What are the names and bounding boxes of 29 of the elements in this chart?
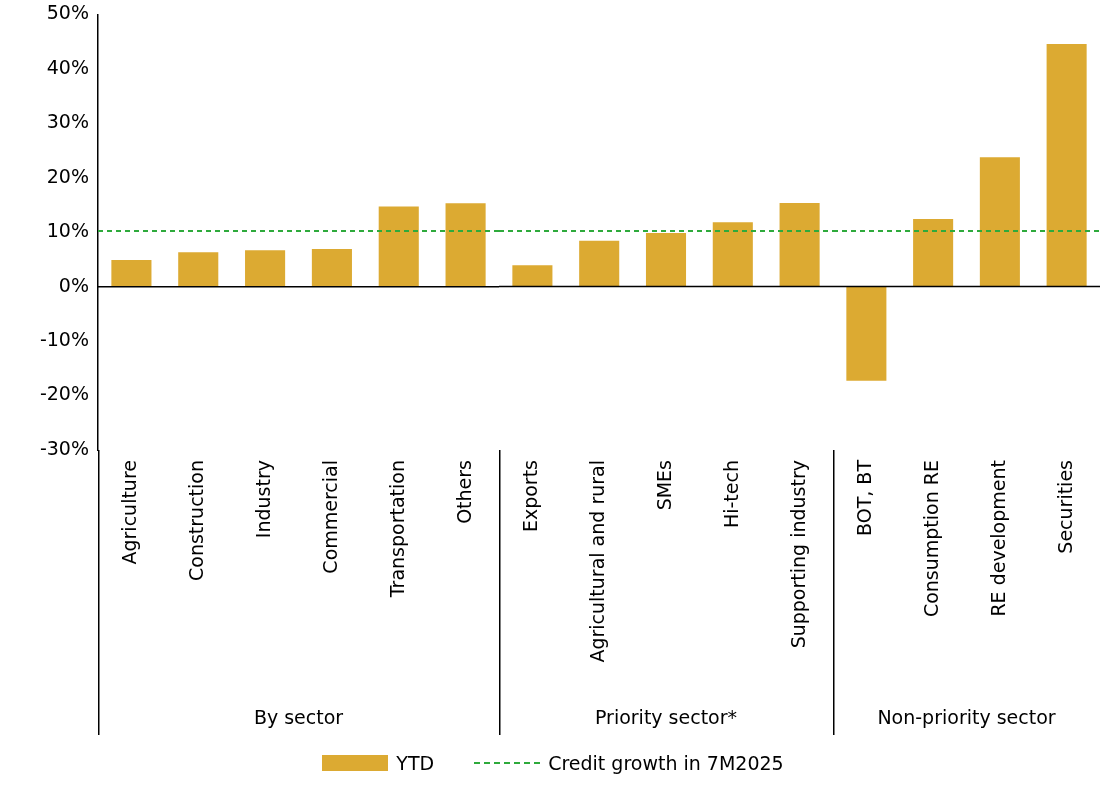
x-tick-label: Commercial bbox=[318, 460, 341, 574]
y-tick-label: 30% bbox=[46, 110, 89, 133]
x-tick-label: Others bbox=[452, 460, 475, 524]
x-tick-label: Exports bbox=[519, 460, 542, 533]
y-tick-label: 10% bbox=[46, 219, 89, 242]
y-tick-label: 50% bbox=[46, 1, 89, 24]
x-axis-title: Priority sector* bbox=[594, 705, 738, 728]
x-tick-label: Construction bbox=[185, 460, 208, 581]
x-tick-label: Hi-tech bbox=[719, 460, 742, 529]
y-tick-label: -30% bbox=[39, 436, 89, 459]
legend-label: YTD bbox=[396, 752, 435, 774]
legend-label: Credit growth in 7M2025 bbox=[548, 752, 784, 774]
x-tick-label: SMEs bbox=[652, 460, 675, 511]
x-tick-label: BOT, BT bbox=[853, 459, 876, 536]
x-tick-label: Agricultural and rural bbox=[586, 460, 609, 663]
y-tick-label: 20% bbox=[46, 164, 89, 187]
x-tick-label: Agriculture bbox=[118, 460, 141, 565]
x-tick-label: Securities bbox=[1053, 460, 1076, 554]
x-tick-label: RE development bbox=[986, 460, 1009, 617]
y-tick-label: 0% bbox=[58, 273, 89, 296]
x-axis-title: Non-priority sector bbox=[877, 705, 1056, 728]
x-tick-label: Consumption RE bbox=[920, 460, 943, 618]
x-tick-label: Industry bbox=[252, 460, 275, 539]
y-tick-label: 40% bbox=[46, 55, 89, 78]
x-axis-title: By sector bbox=[253, 705, 344, 728]
y-tick-label: -20% bbox=[39, 382, 89, 405]
y-tick-label: -10% bbox=[39, 328, 89, 351]
x-tick-label: Transportation bbox=[385, 460, 408, 599]
x-tick-label: Supporting industry bbox=[786, 460, 809, 649]
